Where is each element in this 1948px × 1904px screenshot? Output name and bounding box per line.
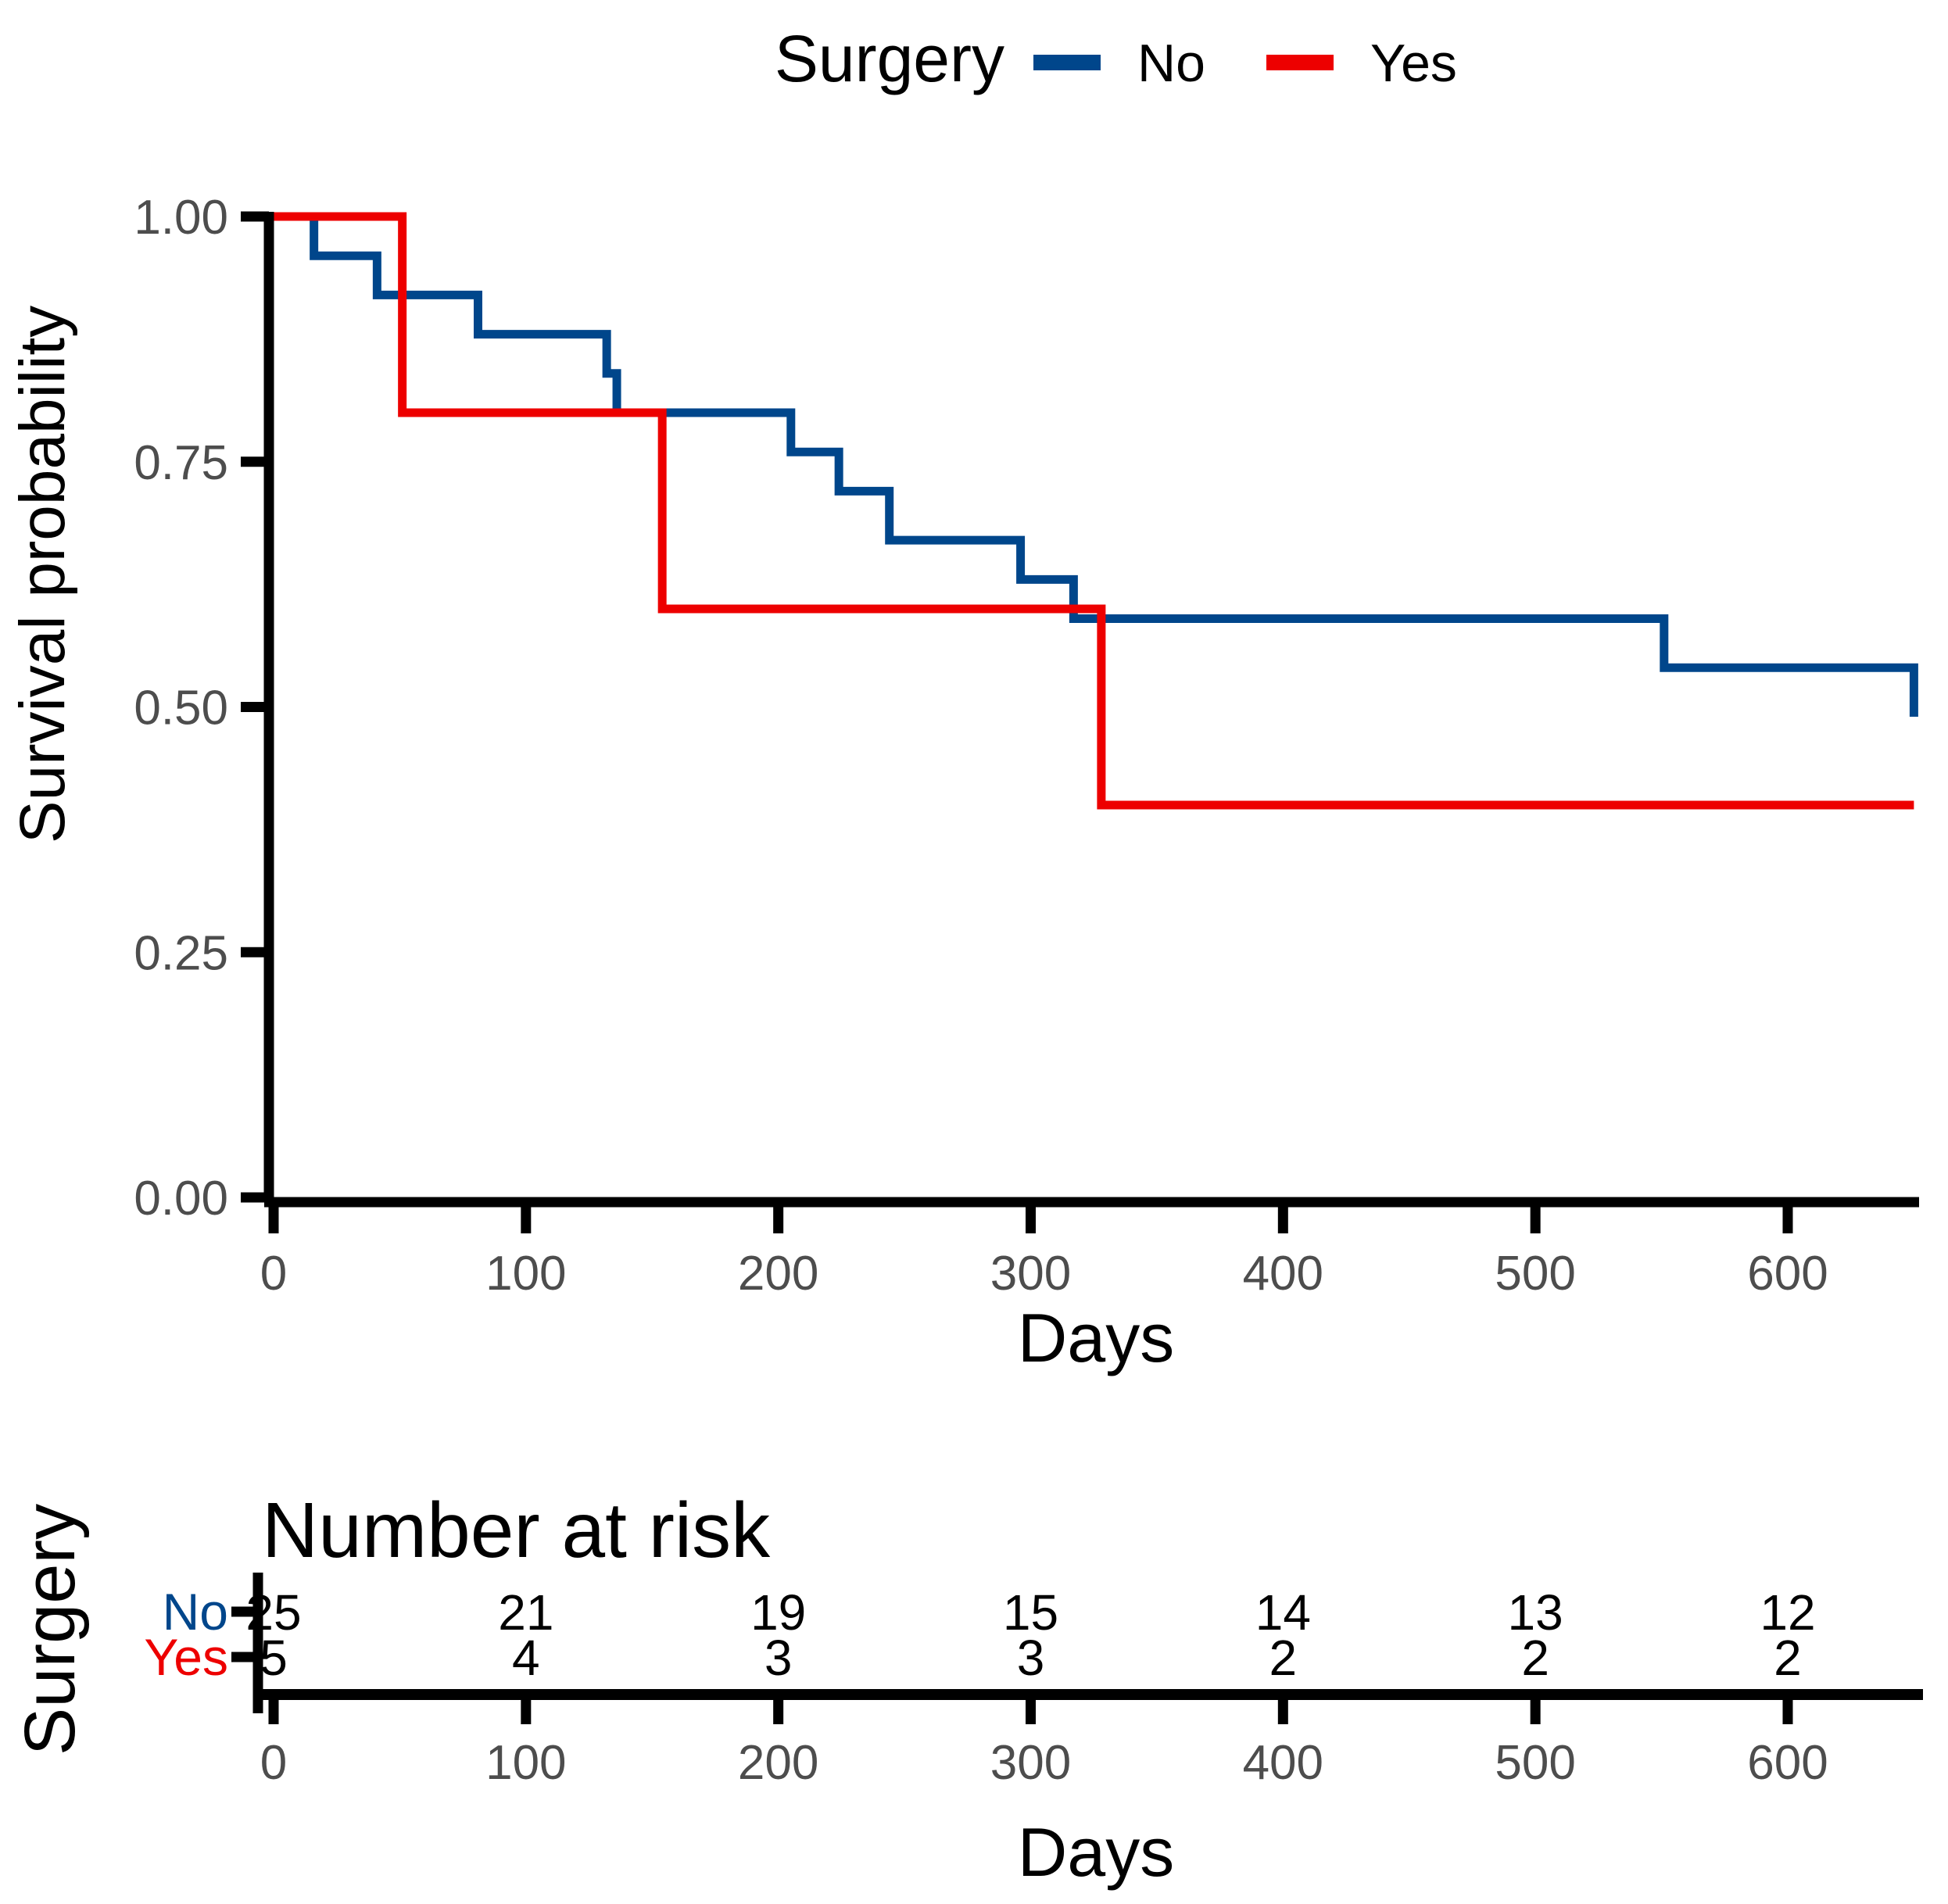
y-tick-label: 0.00: [134, 1172, 228, 1226]
y-tick-label: 0.25: [134, 926, 228, 980]
survival-curve-yes: [274, 212, 1914, 810]
survival-curves: [274, 212, 1918, 810]
x-tick-label: 200: [738, 1247, 818, 1301]
y-tick-label: 1.00: [134, 191, 228, 245]
x-tick-label: 0: [260, 1247, 287, 1301]
x-tick-label: 500: [1495, 1247, 1575, 1301]
risk-count-no-200: 19: [750, 1584, 806, 1641]
risk-count-yes-100: 4: [512, 1630, 540, 1686]
survival-curve-no: [274, 212, 1918, 718]
risk-x-tick-label: 500: [1495, 1736, 1575, 1790]
y-tick-label: 0.50: [134, 682, 228, 735]
risk-x-tick-label: 200: [738, 1736, 818, 1790]
risk-numbers: 25 21 19 15 14 13 12 5 4 3 3 2 2 2: [245, 1584, 1815, 1686]
legend-label-yes: Yes: [1370, 34, 1457, 93]
risk-table-title: Number at risk: [262, 1487, 771, 1574]
risk-x-tick-label: 400: [1243, 1736, 1323, 1790]
x-tick-label: 600: [1747, 1247, 1828, 1301]
risk-row-label-yes: Yes: [144, 1628, 228, 1686]
y-axis-ticks: 1.00 0.75 0.50 0.25 0.00: [134, 191, 269, 1226]
y-tick-label: 0.75: [134, 436, 228, 490]
risk-count-yes-200: 3: [765, 1630, 793, 1686]
x-tick-label: 300: [990, 1247, 1071, 1301]
risk-count-no-600: 12: [1760, 1584, 1815, 1641]
risk-row-ticks: [231, 1606, 258, 1662]
risk-count-yes-400: 2: [1269, 1630, 1298, 1686]
risk-count-no-400: 14: [1255, 1584, 1311, 1641]
risk-x-tick-label: 100: [485, 1736, 566, 1790]
risk-count-no-0: 25: [245, 1584, 301, 1641]
risk-count-yes-0: 5: [260, 1630, 288, 1686]
risk-x-axis-title: Days: [1018, 1813, 1175, 1891]
y-axis-title: Survival probability: [7, 306, 78, 843]
risk-count-yes-600: 2: [1774, 1630, 1802, 1686]
x-axis-title: Days: [1018, 1299, 1175, 1376]
x-tick-label: 400: [1243, 1247, 1323, 1301]
risk-count-no-500: 13: [1508, 1584, 1563, 1641]
risk-row-label-no: No: [163, 1583, 228, 1641]
risk-x-tick-label: 300: [990, 1736, 1071, 1790]
x-axis-ticks: 0 100 200 300 400 500 600: [260, 1202, 1828, 1301]
risk-x-tick-label: 600: [1747, 1736, 1828, 1790]
legend-label-no: No: [1137, 34, 1205, 93]
legend-title: Surgery: [775, 22, 1004, 95]
risk-count-no-100: 21: [498, 1584, 553, 1641]
risk-count-yes-300: 3: [1017, 1630, 1045, 1686]
risk-table-axis-title: Surgery: [10, 1504, 90, 1755]
risk-count-yes-500: 2: [1521, 1630, 1549, 1686]
risk-count-no-300: 15: [1003, 1584, 1058, 1641]
main-plot: Survival probability Days 1.00 0.75 0.50 0.…: [7, 191, 1919, 1376]
risk-x-tick-label: 0: [260, 1736, 287, 1790]
risk-table: Number at risk Surgery No Yes 25 21 19 15 14…: [10, 1487, 1923, 1891]
legend: Surgery No Yes: [775, 22, 1457, 95]
x-tick-label: 100: [485, 1247, 566, 1301]
risk-x-ticks: 0 100 200 300 400 500 600: [260, 1695, 1828, 1790]
